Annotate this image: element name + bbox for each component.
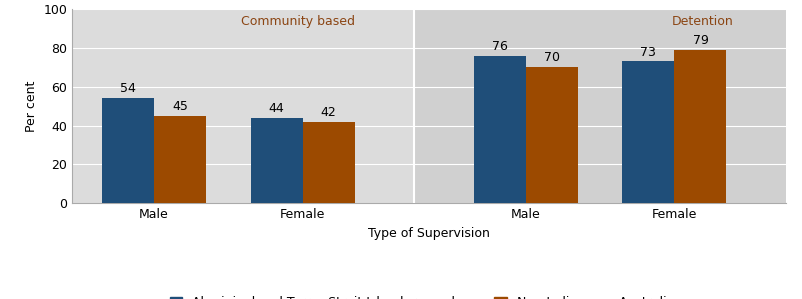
Bar: [102, 98, 154, 203]
Text: 45: 45: [172, 100, 188, 113]
Bar: [622, 62, 674, 203]
X-axis label: Type of Supervision: Type of Supervision: [368, 227, 490, 240]
Text: 44: 44: [269, 102, 285, 115]
Bar: [250, 118, 302, 203]
Bar: [72, 9, 414, 203]
Text: 73: 73: [641, 45, 656, 59]
Text: Community based: Community based: [241, 15, 354, 28]
Bar: [154, 116, 206, 203]
Bar: [674, 50, 727, 203]
Legend: Aboriginal and Torres Strait Islander peoples, Non-Indigenous Australians: Aboriginal and Torres Strait Islander pe…: [164, 291, 694, 299]
Bar: [474, 56, 526, 203]
Text: 70: 70: [544, 51, 560, 64]
Y-axis label: Per cent: Per cent: [25, 80, 38, 132]
Text: 76: 76: [492, 40, 508, 53]
Bar: [302, 122, 354, 203]
Bar: [414, 9, 786, 203]
Bar: [526, 67, 577, 203]
Text: 42: 42: [321, 106, 337, 119]
Text: Detention: Detention: [672, 15, 734, 28]
Text: 54: 54: [120, 83, 136, 95]
Text: 79: 79: [692, 34, 708, 47]
